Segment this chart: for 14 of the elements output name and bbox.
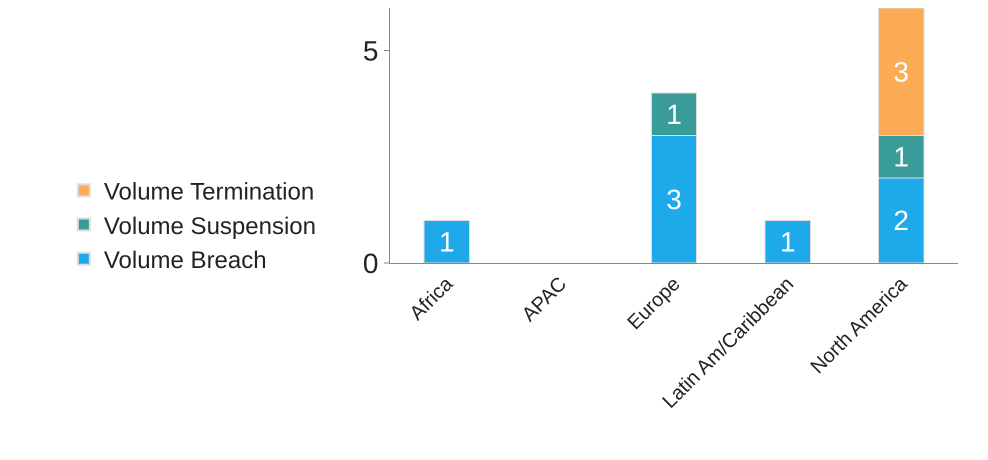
- data-label: 2: [893, 205, 909, 236]
- bar: [424, 220, 470, 263]
- data-label: 3: [666, 184, 682, 215]
- y-tick-label: 0: [362, 248, 378, 279]
- data-label: 1: [666, 98, 682, 130]
- data-label: 3: [893, 56, 909, 88]
- data-label: 1: [780, 226, 796, 258]
- data-label: 1: [439, 226, 455, 258]
- y-tick-label: 5: [362, 35, 378, 66]
- legend-label: Volume Breach: [104, 247, 267, 274]
- bar: [764, 220, 811, 263]
- legend-label: Volume Suspension: [104, 212, 316, 240]
- data-label: 1: [893, 141, 909, 172]
- legend-label: Volume Termination: [104, 178, 314, 206]
